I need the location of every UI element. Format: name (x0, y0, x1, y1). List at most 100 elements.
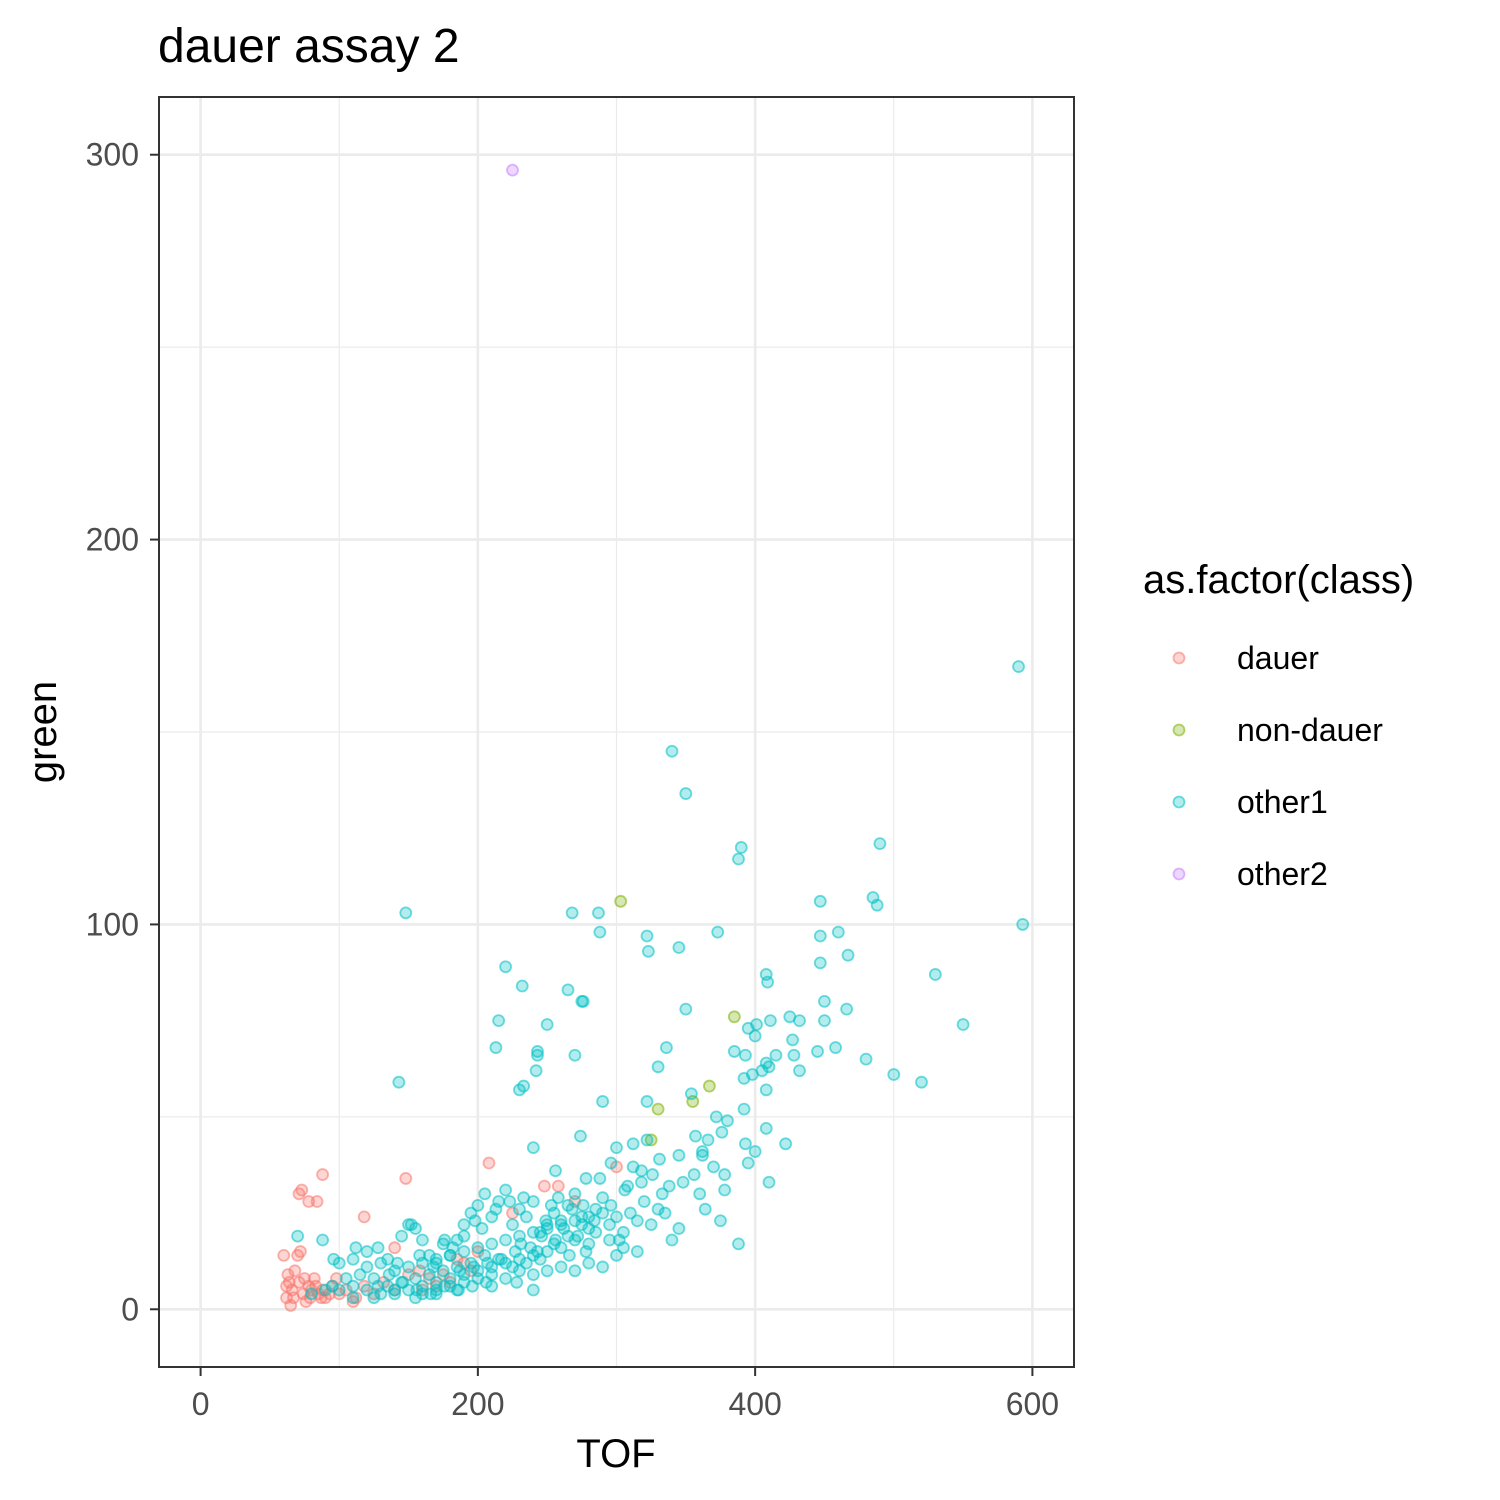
data-point (576, 1198, 590, 1212)
data-point (687, 1168, 701, 1181)
data-point (535, 1229, 549, 1243)
data-point (582, 1256, 596, 1270)
data-point (471, 1245, 485, 1258)
data-point (660, 1041, 673, 1054)
data-point (402, 1260, 415, 1274)
data-point (610, 1141, 623, 1155)
data-point (732, 852, 745, 866)
data-point (395, 1229, 409, 1243)
data-point (579, 1245, 593, 1258)
data-point (672, 1222, 686, 1235)
data-point (391, 1256, 404, 1270)
data-point (637, 1195, 651, 1208)
data-point (540, 1245, 554, 1258)
data-point (438, 1233, 451, 1247)
data-point (481, 1256, 494, 1270)
data-point (603, 1218, 616, 1232)
data-point (396, 1275, 410, 1289)
y-axis-title: green (21, 681, 65, 783)
data-point (741, 1156, 755, 1170)
data-point (526, 1283, 540, 1297)
data-point (465, 1279, 479, 1293)
data-point (679, 1002, 693, 1016)
data-point (630, 1245, 644, 1258)
data-point (727, 1045, 741, 1058)
data-point (589, 1225, 603, 1239)
data-point (651, 1060, 665, 1074)
x-axis: 0 200 400 600 (192, 1367, 1059, 1422)
data-point (684, 1087, 698, 1101)
y-axis: 0 100 200 300 (86, 137, 159, 1327)
data-point (388, 1283, 402, 1297)
data-point (707, 1160, 720, 1174)
data-point (672, 1148, 686, 1162)
data-point (529, 1064, 543, 1078)
data-point (644, 1218, 658, 1232)
data-point (503, 1195, 517, 1208)
data-point (568, 1264, 582, 1278)
data-point (294, 1245, 307, 1258)
data-point (353, 1268, 367, 1282)
data-point (499, 1183, 512, 1197)
data-point (540, 1018, 554, 1031)
data-point (763, 1014, 777, 1028)
major-grid (159, 97, 1074, 1367)
data-point (612, 1233, 626, 1247)
data-point (551, 1179, 565, 1193)
data-point (718, 1183, 732, 1197)
data-point (510, 1275, 524, 1289)
data-point (829, 1041, 842, 1054)
data-point (561, 983, 575, 997)
data-point (640, 1095, 654, 1108)
data-point (626, 1160, 640, 1174)
data-point (698, 1202, 712, 1216)
data-point (787, 1048, 801, 1062)
data-point (316, 1168, 329, 1181)
data-point (568, 1048, 582, 1062)
data-point (349, 1241, 363, 1255)
data-point (831, 925, 845, 939)
data-point (592, 906, 605, 920)
x-tick-label: 600 (1006, 1386, 1059, 1422)
data-point (292, 1187, 306, 1201)
data-point (587, 1214, 601, 1228)
data-point (769, 1048, 783, 1062)
data-point (759, 1083, 773, 1097)
data-point (786, 1033, 799, 1047)
data-point (551, 1191, 565, 1205)
data-point (596, 1260, 610, 1274)
data-point (277, 1248, 291, 1262)
data-point (630, 1214, 644, 1228)
x-tick-label: 0 (192, 1386, 210, 1422)
legend-key-dauer (1172, 651, 1186, 665)
data-point (544, 1198, 558, 1212)
data-point (557, 1222, 571, 1235)
data-point (571, 1229, 585, 1243)
data-point (604, 1198, 618, 1212)
data-point (956, 1018, 970, 1031)
legend-label-other1: other1 (1237, 784, 1328, 820)
legend-label-dauer: dauer (1237, 640, 1319, 676)
data-point (593, 1172, 607, 1185)
data-point (325, 1279, 339, 1293)
data-point (327, 1252, 341, 1266)
data-point (641, 944, 655, 958)
data-point (693, 1187, 707, 1201)
data-point (427, 1260, 440, 1274)
data-point (646, 1168, 659, 1181)
data-point (499, 960, 512, 974)
data-point (813, 894, 827, 908)
data-point (928, 968, 942, 981)
data-point (1016, 918, 1030, 931)
y-tick-label: 0 (121, 1291, 139, 1327)
data-point (489, 1202, 503, 1216)
data-point (471, 1198, 485, 1212)
data-point (565, 1202, 579, 1216)
data-point (859, 1052, 873, 1066)
data-point (357, 1210, 371, 1224)
legend-title: as.factor(class) (1143, 558, 1414, 602)
data-point (499, 1272, 512, 1285)
data-point (711, 925, 725, 939)
x-tick-label: 200 (451, 1386, 504, 1422)
